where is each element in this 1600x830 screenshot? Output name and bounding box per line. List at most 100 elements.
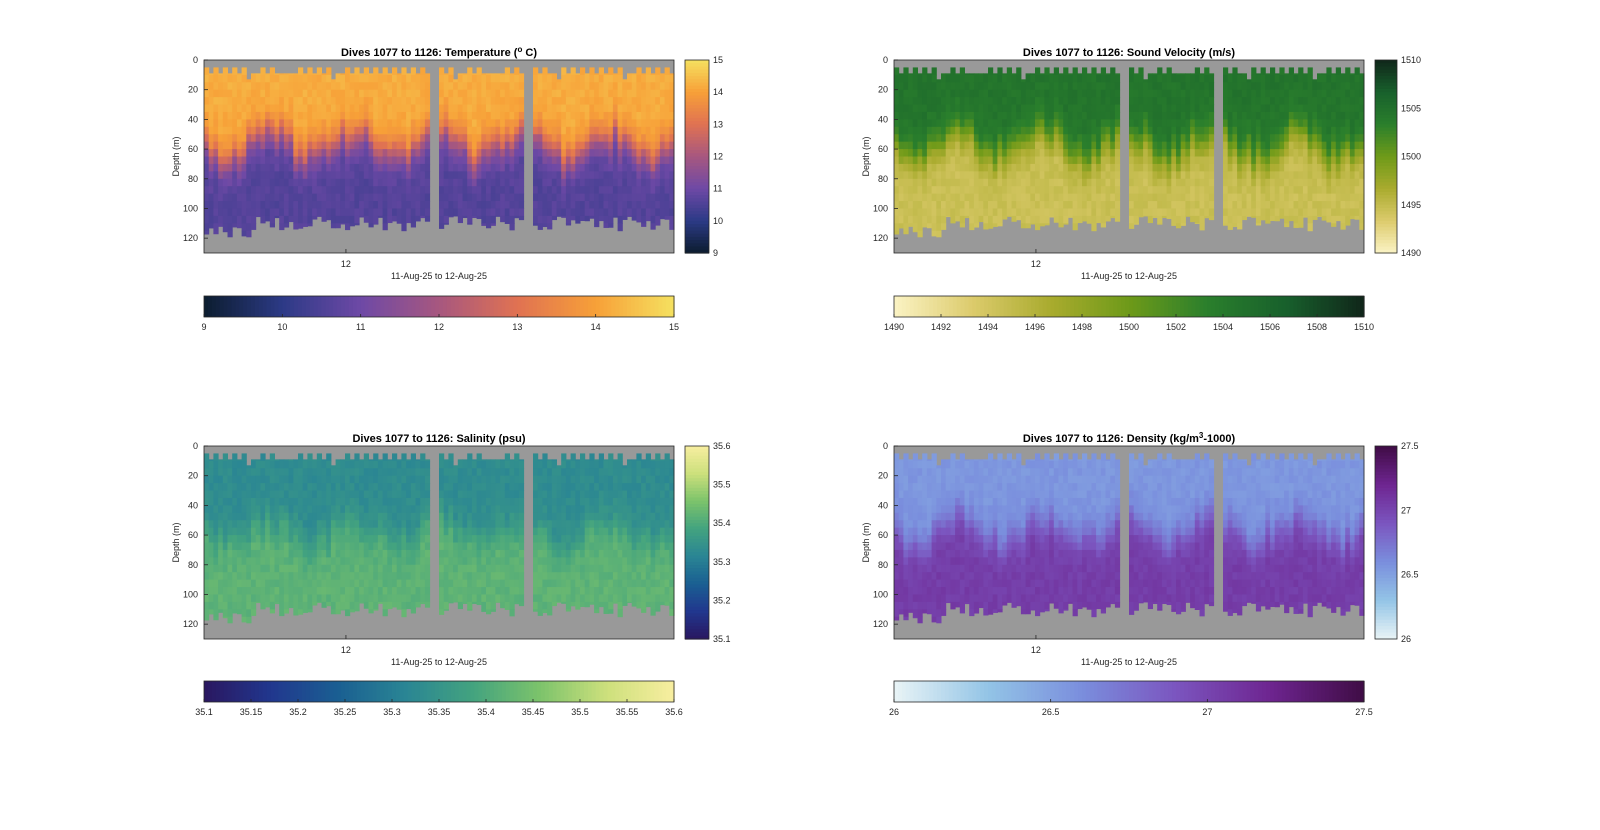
heatmap-cell <box>1025 186 1031 195</box>
heatmap-cell <box>1232 208 1238 217</box>
heatmap-cell <box>1176 97 1182 106</box>
heatmap-cell <box>1138 134 1144 143</box>
heatmap-cell <box>1176 215 1182 224</box>
heatmap-cell <box>260 104 266 113</box>
heatmap-cell <box>1359 111 1365 120</box>
heatmap-cell <box>1302 171 1309 180</box>
colorbar-segment <box>1375 233 1397 238</box>
heatmap-cell <box>1077 141 1083 150</box>
heatmap-cell <box>490 186 496 195</box>
heatmap-cell <box>326 111 332 120</box>
heatmap-cell <box>1016 193 1022 202</box>
heatmap-cell <box>509 201 515 209</box>
heatmap-cell <box>608 201 614 209</box>
heatmap-cell <box>448 178 454 187</box>
heatmap-cell <box>612 201 619 209</box>
colorbar-segment <box>431 296 436 317</box>
heatmap-cell <box>349 215 355 224</box>
heatmap-cell <box>457 201 463 209</box>
heatmap-cell <box>495 186 501 195</box>
heatmap-cell <box>894 111 900 120</box>
heatmap-cell <box>415 73 421 76</box>
heatmap-cell <box>1011 186 1017 195</box>
heatmap-cell <box>415 104 421 113</box>
heatmap-cell <box>1114 111 1121 120</box>
heatmap-cell <box>537 89 543 98</box>
heatmap-cell <box>1016 156 1022 165</box>
heatmap-cell <box>1194 171 1200 180</box>
heatmap-cell <box>650 223 656 230</box>
heatmap-cell <box>1279 141 1285 150</box>
heatmap-cell <box>265 572 271 581</box>
heatmap-cell <box>997 193 1003 202</box>
heatmap-cell <box>1044 141 1050 150</box>
heatmap-cell <box>274 178 280 187</box>
heatmap-cell <box>1110 111 1116 120</box>
heatmap-cell <box>288 134 294 143</box>
heatmap-cell <box>1044 126 1050 135</box>
colorbar-segment <box>1293 296 1299 317</box>
heatmap-cell <box>1053 134 1059 143</box>
colorbar-segment <box>685 133 709 138</box>
colorbar-segment <box>666 296 671 317</box>
heatmap-cell <box>631 74 637 83</box>
heatmap-cell <box>330 171 337 180</box>
colorbar-segment <box>607 296 612 317</box>
colorbar-segment <box>685 101 709 106</box>
heatmap-cell <box>1227 73 1233 76</box>
heatmap-cell <box>236 579 243 588</box>
heatmap-cell <box>453 149 459 157</box>
heatmap-cell <box>650 163 656 172</box>
heatmap-cell <box>236 201 243 209</box>
heatmap-cell <box>1152 156 1158 165</box>
heatmap-cell <box>931 193 937 202</box>
heatmap-cell <box>251 134 257 143</box>
heatmap-cell <box>316 178 322 187</box>
heatmap-cell <box>283 483 290 492</box>
heatmap-cell <box>655 104 661 113</box>
heatmap-cell <box>1147 111 1153 120</box>
heatmap-cell <box>1114 149 1121 157</box>
heatmap-cell <box>1321 156 1327 165</box>
heatmap-cell <box>490 134 496 143</box>
heatmap-cell <box>575 126 581 135</box>
heatmap-cell <box>227 460 233 469</box>
heatmap-cell <box>420 149 426 157</box>
heatmap-cell <box>1082 67 1088 76</box>
heatmap-cell <box>636 171 642 180</box>
heatmap-cell <box>213 141 219 150</box>
heatmap-cell <box>1199 208 1205 217</box>
heatmap-cell <box>1331 178 1337 187</box>
heatmap-cell <box>1190 89 1196 98</box>
heatmap-cell <box>424 119 431 128</box>
heatmap-cell <box>636 156 642 165</box>
heatmap-cell <box>537 119 543 128</box>
heatmap-cell <box>453 186 459 195</box>
heatmap-cell <box>1035 201 1041 209</box>
heatmap-cell <box>218 171 224 180</box>
heatmap-cell <box>330 119 337 128</box>
heatmap-cell <box>655 89 661 98</box>
heatmap-cell <box>392 97 398 106</box>
heatmap-cell <box>1199 74 1205 83</box>
heatmap-cell <box>396 208 402 217</box>
heatmap-cell <box>978 193 984 202</box>
heatmap-cell <box>218 609 224 613</box>
heatmap-cell <box>945 119 951 128</box>
heatmap-cell <box>514 67 520 76</box>
heatmap-cell <box>326 149 332 157</box>
heatmap-cell <box>232 497 238 506</box>
colorbar-segment <box>1375 130 1397 135</box>
heatmap-cell <box>363 163 369 172</box>
heatmap-cell <box>439 97 445 106</box>
colorbar-segment <box>685 227 709 232</box>
heatmap-cell <box>1204 215 1210 219</box>
heatmap-cell <box>1251 134 1257 143</box>
heatmap-cell <box>302 97 308 106</box>
heatmap-cell <box>1091 67 1097 76</box>
heatmap-cell <box>1067 156 1074 165</box>
heatmap-cell <box>1002 208 1008 217</box>
heatmap-cell <box>1199 89 1205 98</box>
heatmap-cell <box>1312 141 1318 150</box>
heatmap-cell <box>898 163 904 172</box>
